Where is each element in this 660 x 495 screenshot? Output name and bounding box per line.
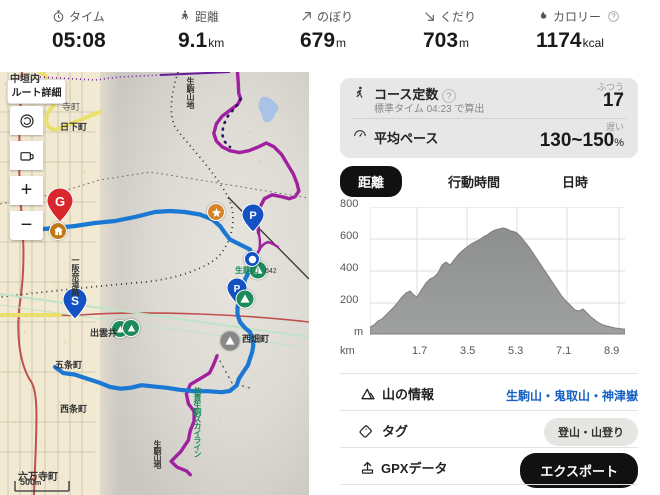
svg-text:S: S <box>71 294 79 308</box>
svg-text:P: P <box>249 210 256 222</box>
svg-text:G: G <box>55 194 65 209</box>
